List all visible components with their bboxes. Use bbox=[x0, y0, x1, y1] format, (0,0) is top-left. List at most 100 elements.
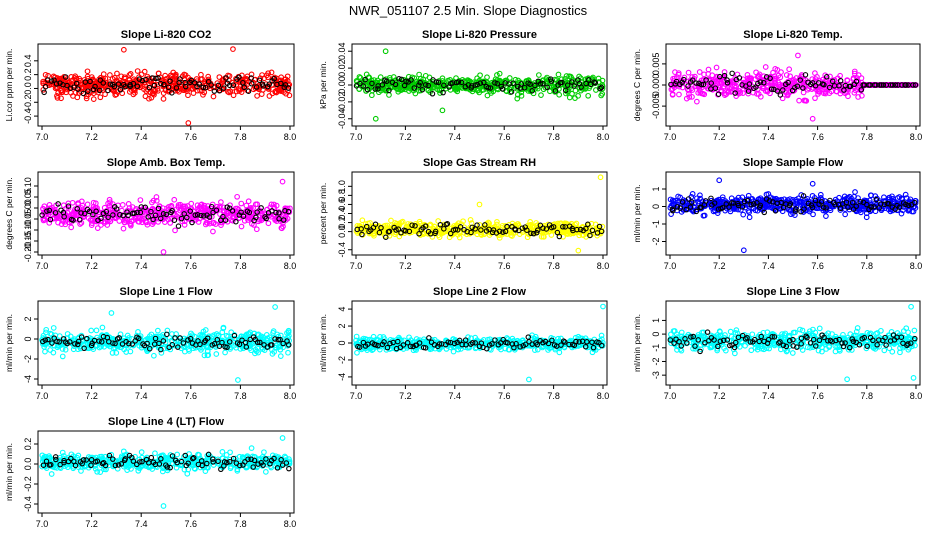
highlight-point bbox=[263, 215, 269, 222]
highlight-point bbox=[534, 227, 541, 233]
x-tick-label: 7.2 bbox=[713, 261, 726, 271]
data-point bbox=[154, 327, 161, 334]
data-point bbox=[800, 209, 807, 215]
x-tick-label: 7.6 bbox=[498, 391, 511, 401]
x-tick-label: 7.0 bbox=[664, 391, 677, 401]
data-point bbox=[160, 90, 167, 96]
data-point bbox=[280, 223, 286, 230]
highlight-point bbox=[447, 230, 454, 237]
data-point bbox=[855, 72, 862, 78]
data-point bbox=[512, 229, 518, 236]
highlight-point bbox=[411, 85, 418, 91]
highlight-point bbox=[208, 203, 215, 210]
outlier-point bbox=[740, 247, 747, 254]
highlight-point bbox=[201, 213, 207, 219]
highlight-point bbox=[152, 212, 159, 219]
data-point bbox=[689, 74, 696, 80]
highlight-point bbox=[597, 85, 603, 92]
highlight-point bbox=[530, 230, 537, 237]
highlight-point bbox=[518, 81, 525, 87]
highlight-point bbox=[441, 226, 447, 232]
highlight-point bbox=[117, 211, 123, 218]
data-point bbox=[94, 225, 101, 231]
data-point bbox=[366, 74, 372, 81]
highlight-point bbox=[78, 210, 84, 216]
highlight-point bbox=[552, 88, 559, 94]
data-point bbox=[165, 203, 172, 210]
highlight-point bbox=[196, 81, 202, 87]
data-point bbox=[676, 91, 682, 98]
highlight-point bbox=[372, 86, 378, 92]
highlight-point bbox=[562, 87, 569, 94]
highlight-point bbox=[223, 75, 229, 81]
highlight-point bbox=[458, 79, 465, 86]
data-point bbox=[812, 76, 819, 82]
y-tick-label: -4 bbox=[23, 375, 33, 383]
data-point bbox=[130, 217, 137, 223]
highlight-point bbox=[689, 77, 696, 83]
data-point bbox=[234, 193, 240, 200]
highlight-point bbox=[435, 79, 442, 86]
data-point bbox=[709, 72, 716, 79]
highlight-point bbox=[837, 77, 844, 84]
plot-frame bbox=[37, 171, 295, 256]
y-tick-label: -0.15 bbox=[23, 231, 33, 252]
data-point bbox=[127, 71, 134, 77]
data-point bbox=[179, 79, 186, 86]
data-point bbox=[786, 66, 793, 73]
highlight-point bbox=[169, 90, 175, 96]
y-tick-label: -0.04 bbox=[337, 109, 347, 130]
highlight-point bbox=[544, 84, 550, 91]
highlight-point bbox=[200, 84, 206, 91]
data-point bbox=[227, 88, 234, 95]
y-tick-label: 0.00 bbox=[337, 76, 347, 94]
x-tick-label: 7.0 bbox=[36, 132, 49, 142]
highlight-point bbox=[596, 223, 603, 230]
data-point bbox=[222, 349, 228, 356]
data-point bbox=[102, 91, 108, 98]
data-point bbox=[783, 72, 790, 78]
data-point bbox=[133, 205, 140, 212]
data-point bbox=[496, 70, 503, 77]
highlight-point bbox=[61, 213, 67, 220]
highlight-point bbox=[369, 80, 375, 87]
data-point bbox=[898, 210, 905, 217]
data-point bbox=[458, 221, 465, 228]
highlight-point bbox=[583, 225, 589, 232]
outlier-point bbox=[279, 178, 286, 185]
data-point bbox=[788, 211, 794, 218]
y-tick-label: 0.0 bbox=[23, 82, 33, 95]
highlight-point bbox=[578, 84, 584, 90]
data-point bbox=[106, 202, 113, 209]
data-point bbox=[467, 216, 474, 223]
highlight-point bbox=[221, 85, 227, 91]
highlight-point bbox=[905, 82, 911, 88]
data-point bbox=[827, 73, 833, 80]
highlight-point bbox=[86, 208, 93, 215]
highlight-point bbox=[465, 82, 472, 88]
data-point bbox=[796, 97, 802, 104]
data-point bbox=[172, 73, 179, 80]
highlight-point bbox=[396, 76, 402, 82]
highlight-point bbox=[187, 208, 194, 214]
x-tick-label: 7.6 bbox=[498, 261, 511, 271]
data-point bbox=[851, 68, 858, 75]
y-tick-label: -2 bbox=[651, 357, 661, 365]
series-points bbox=[353, 174, 606, 254]
data-point bbox=[280, 220, 286, 226]
highlight-point bbox=[880, 82, 887, 88]
data-point bbox=[844, 77, 851, 84]
data-point bbox=[570, 230, 577, 237]
highlight-point bbox=[797, 77, 804, 83]
data-point bbox=[494, 219, 500, 225]
data-point bbox=[44, 215, 51, 221]
data-point bbox=[70, 93, 76, 99]
data-point bbox=[58, 89, 65, 96]
data-point bbox=[740, 83, 746, 89]
outlier-point bbox=[809, 180, 816, 187]
y-tick-label: 2 bbox=[337, 324, 347, 329]
highlight-point bbox=[211, 88, 218, 94]
x-tick-label: 7.2 bbox=[85, 261, 98, 271]
